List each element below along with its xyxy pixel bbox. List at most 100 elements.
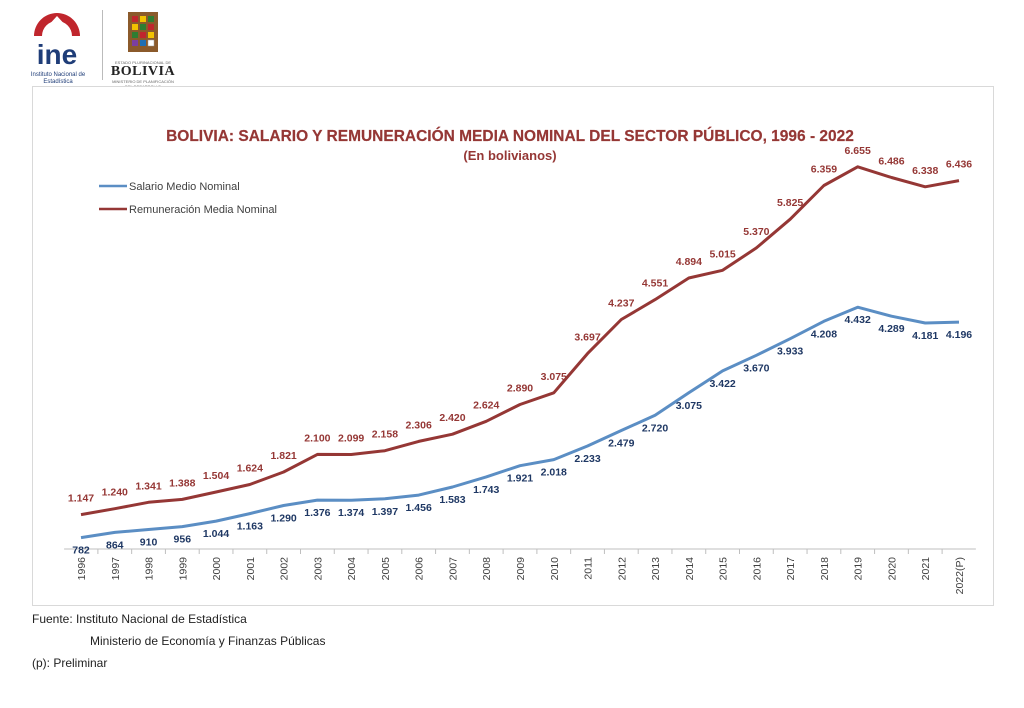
data-label: 5.825 bbox=[777, 197, 803, 209]
data-label: 1.240 bbox=[102, 487, 128, 499]
data-label: 2.306 bbox=[406, 419, 432, 431]
ine-subtitle: Instituto Nacional de Estadística bbox=[30, 72, 86, 85]
x-tick-label: 2020 bbox=[886, 557, 898, 581]
data-label: 1.624 bbox=[237, 462, 263, 474]
data-label: 2.100 bbox=[304, 432, 330, 444]
x-tick-label: 1997 bbox=[110, 557, 122, 581]
x-tick-label: 2013 bbox=[650, 557, 662, 581]
x-tick-label: 2017 bbox=[785, 557, 797, 581]
data-label: 4.208 bbox=[811, 328, 837, 340]
x-tick-label: 2005 bbox=[380, 557, 392, 581]
data-label: 864 bbox=[106, 539, 124, 551]
data-label: 1.397 bbox=[372, 506, 398, 518]
data-label: 956 bbox=[174, 534, 192, 546]
x-tick-label: 2014 bbox=[684, 557, 696, 581]
data-label: 6.436 bbox=[946, 159, 972, 171]
chart-legend: Salario Medio Nominal Remuneración Media … bbox=[99, 181, 277, 216]
x-tick-label: 2011 bbox=[583, 557, 595, 580]
data-label: 5.370 bbox=[743, 226, 769, 238]
data-label: 3.697 bbox=[574, 332, 600, 344]
line-chart: BOLIVIA: SALARIO Y REMUNERACIÓN MEDIA NO… bbox=[64, 127, 976, 594]
data-label: 1.374 bbox=[338, 507, 364, 519]
data-label: 4.181 bbox=[912, 330, 938, 342]
data-label: 4.196 bbox=[946, 329, 972, 341]
x-tick-label: 2016 bbox=[751, 557, 763, 581]
x-tick-label: 1999 bbox=[177, 557, 189, 581]
data-label: 1.821 bbox=[270, 450, 296, 462]
data-label: 2.233 bbox=[574, 453, 600, 465]
data-label: 1.341 bbox=[135, 480, 161, 492]
chart-subtitle: (En bolivianos) bbox=[463, 148, 556, 163]
x-tick-label: 2012 bbox=[616, 557, 628, 581]
x-tick-label: 2002 bbox=[279, 557, 291, 581]
data-label: 4.894 bbox=[676, 256, 702, 268]
x-tick-label: 2019 bbox=[853, 557, 865, 581]
data-label: 6.486 bbox=[878, 155, 904, 167]
source-line-2: Ministerio de Economía y Finanzas Públic… bbox=[90, 634, 326, 648]
series-line bbox=[80, 305, 960, 540]
chart-area: BOLIVIA: SALARIO Y REMUNERACIÓN MEDIA NO… bbox=[32, 86, 994, 606]
data-label: 1.743 bbox=[473, 484, 499, 496]
data-label: 3.670 bbox=[743, 362, 769, 374]
legend-label: Remuneración Media Nominal bbox=[129, 204, 277, 216]
data-label: 4.237 bbox=[608, 297, 634, 309]
x-tick-label: 2003 bbox=[312, 557, 324, 581]
data-label: 2.479 bbox=[608, 437, 634, 449]
x-tick-label: 1996 bbox=[76, 557, 88, 581]
data-label: 2.420 bbox=[439, 412, 465, 424]
x-tick-label: 2010 bbox=[549, 557, 561, 581]
data-labels: 782 864 910 956 1.044 1.163 1.290 1.376 1.374 1.3… bbox=[68, 145, 972, 557]
data-label: 3.422 bbox=[709, 378, 735, 390]
bolivia-wordmark: BOLIVIA bbox=[110, 64, 176, 79]
x-tick-label: 2022(P) bbox=[954, 557, 966, 594]
x-tick-label: 2009 bbox=[515, 557, 527, 581]
data-label: 1.147 bbox=[68, 493, 94, 505]
x-tick-label: 1998 bbox=[144, 557, 156, 581]
data-label: 3.075 bbox=[676, 400, 702, 412]
data-label: 1.163 bbox=[237, 521, 263, 533]
chart-title: BOLIVIA: SALARIO Y REMUNERACIÓN MEDIA NO… bbox=[166, 127, 854, 145]
data-label: 782 bbox=[72, 545, 90, 557]
series-line bbox=[80, 165, 960, 517]
x-tick-label: 2015 bbox=[718, 557, 730, 581]
data-label: 2.018 bbox=[541, 467, 567, 479]
x-tick-label: 2000 bbox=[211, 557, 223, 581]
ine-wordmark: ine bbox=[37, 39, 77, 70]
data-label: 2.720 bbox=[642, 422, 668, 434]
data-label: 1.388 bbox=[169, 477, 195, 489]
series-lines bbox=[80, 165, 960, 540]
data-label: 6.359 bbox=[811, 163, 837, 175]
data-label: 1.290 bbox=[270, 513, 296, 525]
data-label: 1.044 bbox=[203, 528, 229, 540]
x-tick-label: 2001 bbox=[245, 557, 257, 581]
data-label: 1.921 bbox=[507, 473, 533, 485]
data-label: 2.624 bbox=[473, 399, 499, 411]
x-tick-label: 2006 bbox=[414, 557, 426, 581]
header-logos: ine Instituto Nacional de Estadística ES… bbox=[18, 6, 178, 89]
source-label: Fuente: Instituto Nacional de Estadístic… bbox=[32, 612, 247, 626]
data-label: 1.583 bbox=[439, 494, 465, 506]
ine-logo-icon: ine bbox=[34, 13, 80, 70]
data-label: 3.933 bbox=[777, 346, 803, 358]
data-label: 1.504 bbox=[203, 470, 229, 482]
bolivia-small-text: ESTADO PLURINACIONAL DE bbox=[114, 60, 171, 65]
data-label: 1.376 bbox=[304, 507, 330, 519]
data-label: 2.890 bbox=[507, 383, 533, 395]
x-tick-label: 2004 bbox=[346, 557, 358, 581]
data-label: 2.158 bbox=[372, 429, 398, 441]
data-label: 4.289 bbox=[878, 323, 904, 335]
data-label: 1.456 bbox=[406, 502, 432, 514]
data-label: 910 bbox=[140, 537, 158, 549]
data-label: 6.338 bbox=[912, 165, 938, 177]
legend-label: Salario Medio Nominal bbox=[129, 181, 240, 193]
data-label: 4.551 bbox=[642, 278, 668, 290]
x-tick-label: 2018 bbox=[819, 557, 831, 581]
data-label: 4.432 bbox=[845, 314, 871, 326]
bolivia-emblem-icon bbox=[128, 12, 158, 52]
data-label: 6.655 bbox=[845, 145, 871, 157]
x-axis: 1996 1997 1998 1999 2000 2001 2002 2003 2004 2005… bbox=[64, 548, 976, 594]
logo-divider bbox=[102, 10, 103, 80]
data-label: 5.015 bbox=[709, 248, 735, 260]
data-label: 3.075 bbox=[541, 371, 567, 383]
x-tick-label: 2008 bbox=[481, 557, 493, 581]
